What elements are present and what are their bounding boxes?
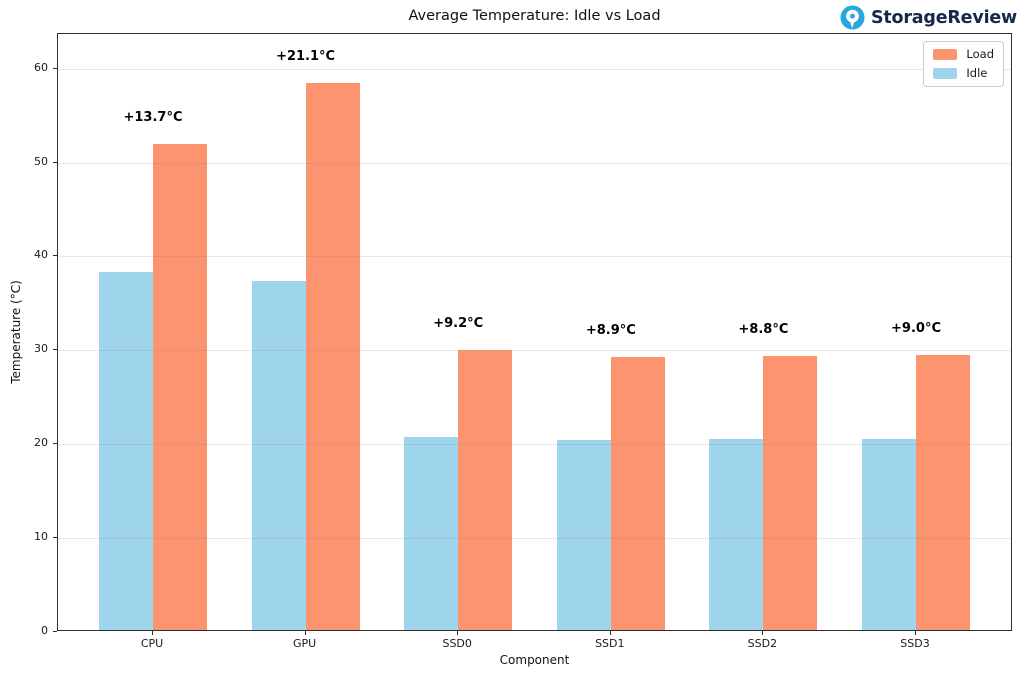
legend-label: Idle: [966, 65, 988, 80]
y-tick-mark: [53, 349, 57, 351]
x-tick-label-ssd0: SSD0: [442, 637, 472, 650]
y-tick-mark: [53, 255, 57, 257]
legend-swatch-idle: [933, 67, 958, 79]
bar-idle-ssd0: [404, 436, 459, 630]
chart-title: Average Temperature: Idle vs Load: [408, 8, 661, 24]
bar-load-gpu: [305, 82, 360, 630]
delta-annotation-ssd1: +8.9°C: [585, 322, 636, 338]
x-tick-mark: [915, 631, 916, 635]
y-tick-mark: [53, 67, 57, 69]
y-tick-label: 0: [41, 624, 48, 637]
x-tick-mark: [304, 631, 306, 635]
plot-area: +13.7°C +21.1°C +9.2°C +8.9°C +8.8°C +9.0°C Lo…: [57, 33, 1012, 631]
x-tick-mark: [457, 631, 459, 635]
bar-idle-gpu: [251, 280, 306, 630]
legend-item-idle: Idle: [933, 65, 994, 80]
y-tick-label: 30: [34, 342, 48, 356]
x-tick-label-ssd1: SSD1: [595, 637, 625, 650]
y-tick-mark: [53, 443, 57, 445]
legend-label: Load: [966, 47, 994, 61]
bar-idle-ssd3: [862, 439, 916, 630]
y-tick-label: 40: [34, 248, 48, 262]
x-tick-label-ssd3: SSD3: [900, 637, 930, 650]
bar-idle-ssd2: [709, 438, 764, 630]
bar-idle-cpu: [99, 272, 153, 630]
bar-load-ssd3: [916, 354, 970, 630]
bar-load-ssd1: [610, 356, 665, 630]
x-tick-mark: [152, 631, 153, 635]
legend-item-load: Load: [933, 47, 994, 61]
y-tick-mark: [53, 631, 57, 632]
bar-load-ssd2: [763, 355, 818, 630]
bar-idle-ssd1: [556, 440, 611, 630]
x-tick-label-cpu: CPU: [140, 637, 164, 650]
legend: Load Idle: [923, 41, 1004, 87]
delta-annotation-ssd3: +9.0°C: [891, 320, 941, 336]
delta-annotation-gpu: +21.1°C: [276, 48, 336, 64]
storagereview-icon: [840, 5, 865, 30]
delta-annotation-ssd2: +8.8°C: [738, 321, 789, 337]
legend-swatch-load: [933, 49, 958, 61]
y-tick-label: 10: [34, 530, 48, 544]
x-axis-label: Component: [499, 653, 570, 667]
storagereview-logo: StorageReview: [840, 5, 1017, 30]
delta-annotation-cpu: +13.7°C: [123, 109, 183, 125]
delta-annotation-ssd0: +9.2°C: [433, 316, 484, 332]
x-tick-label-gpu: GPU: [292, 637, 317, 650]
y-axis-label: Temperature (°C): [9, 280, 23, 384]
gridline-y60: [58, 68, 1011, 70]
bar-load-cpu: [153, 143, 207, 630]
x-tick-label-ssd2: SSD2: [747, 637, 778, 650]
y-tick-mark: [53, 537, 57, 539]
x-tick-mark: [609, 631, 611, 635]
y-tick-label: 20: [34, 436, 48, 450]
bar-load-ssd0: [458, 350, 513, 630]
y-tick-mark: [53, 161, 57, 163]
y-tick-label: 50: [34, 154, 48, 168]
logo-text: StorageReview: [870, 7, 1017, 28]
y-tick-label: 60: [34, 60, 48, 74]
x-tick-mark: [762, 631, 764, 635]
